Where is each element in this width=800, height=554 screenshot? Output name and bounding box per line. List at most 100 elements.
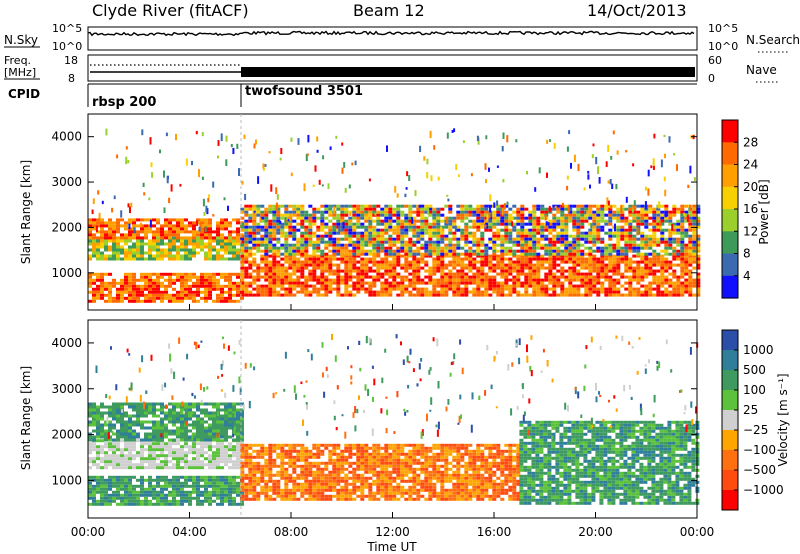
echo-cell (496, 231, 501, 235)
echo-cell (292, 272, 297, 276)
echo-cell (108, 426, 112, 430)
echo-cell (680, 263, 685, 267)
echo-cell (124, 481, 128, 485)
echo-cell (92, 296, 96, 300)
echo-cell (168, 299, 172, 303)
echo-cell (152, 487, 156, 491)
echo-cell (240, 207, 245, 211)
echo-cell (196, 484, 200, 488)
echo-cell (516, 284, 521, 288)
echo-cell (516, 240, 521, 244)
echo-cell (460, 272, 465, 276)
echo-cell (656, 213, 661, 217)
echo-cell (144, 435, 148, 439)
echo-cell (420, 287, 425, 291)
echo-cell (660, 278, 665, 282)
echo-cell (201, 176, 204, 180)
echo-cell (489, 205, 492, 213)
echo-cell (256, 287, 261, 291)
echo-cell (208, 460, 212, 464)
echo-cell (428, 278, 433, 282)
echo-cell (276, 222, 281, 226)
echo-cell (116, 290, 120, 294)
echo-cell (172, 218, 176, 222)
echo-cell (468, 240, 473, 244)
echo-cell (448, 281, 453, 285)
echo-cell (515, 139, 518, 143)
echo-cell (568, 252, 573, 256)
echo-cell (460, 231, 465, 235)
echo-cell (468, 219, 473, 223)
echo-cell (172, 257, 176, 261)
echo-cell (172, 414, 176, 418)
echo-cell (564, 222, 569, 226)
echo-cell (292, 243, 297, 247)
echo-cell (628, 290, 633, 294)
echo-cell (660, 210, 665, 214)
echo-cell (376, 272, 381, 276)
echo-cell (112, 438, 116, 442)
echo-cell (432, 228, 437, 232)
echo-cell (448, 254, 453, 258)
echo-cell (196, 496, 200, 500)
echo-cell (625, 196, 628, 203)
echo-cell (676, 257, 681, 261)
echo-cell (204, 275, 208, 279)
echo-cell (316, 257, 321, 261)
echo-cell (264, 231, 269, 235)
echo-cell (344, 228, 349, 232)
echo-cell (92, 290, 96, 294)
echo-cell (424, 225, 429, 229)
echo-cell (164, 287, 168, 291)
echo-cell (112, 484, 116, 488)
echo-cell (300, 281, 305, 285)
echo-cell (96, 251, 100, 255)
echo-cell (336, 213, 341, 217)
echo-cell (428, 293, 433, 297)
echo-cell (244, 225, 249, 229)
echo-cell (448, 240, 453, 244)
echo-cell (404, 204, 409, 208)
echo-cell (204, 218, 208, 222)
echo-cell (436, 246, 441, 250)
echo-cell (224, 272, 228, 276)
echo-cell (148, 499, 152, 503)
echo-cell (180, 242, 184, 246)
echo-cell (572, 263, 577, 267)
echo-cell (552, 272, 557, 276)
echo-cell (580, 222, 585, 226)
echo-cell (496, 257, 501, 261)
echo-cell (368, 260, 373, 264)
echo-cell (120, 290, 124, 294)
echo-cell (100, 284, 104, 288)
echo-cell (536, 260, 541, 264)
echo-cell (520, 234, 525, 238)
echo-cell (532, 234, 537, 238)
echo-cell (400, 284, 405, 288)
echo-cell (544, 210, 549, 214)
echo-cell (180, 432, 184, 436)
echo-cell (384, 210, 389, 214)
echo-cell (388, 263, 393, 267)
echo-cell (184, 417, 188, 421)
echo-cell (408, 213, 413, 217)
echo-cell (516, 278, 521, 282)
echo-cell (604, 290, 609, 294)
echo-cell (303, 183, 306, 192)
echo-cell (100, 417, 104, 421)
echo-cell (671, 223, 674, 231)
echo-cell (220, 272, 224, 276)
echo-cell (148, 481, 152, 485)
echo-cell (108, 435, 112, 439)
echo-cell (176, 299, 180, 303)
echo-cell (88, 218, 92, 222)
echo-cell (344, 213, 349, 217)
echo-cell (460, 281, 465, 285)
echo-cell (580, 216, 585, 220)
echo-cell (184, 230, 188, 234)
echo-cell (520, 263, 525, 267)
echo-cell (268, 237, 273, 241)
echo-cell (560, 240, 565, 244)
echo-cell (180, 429, 184, 433)
echo-cell (696, 275, 701, 279)
